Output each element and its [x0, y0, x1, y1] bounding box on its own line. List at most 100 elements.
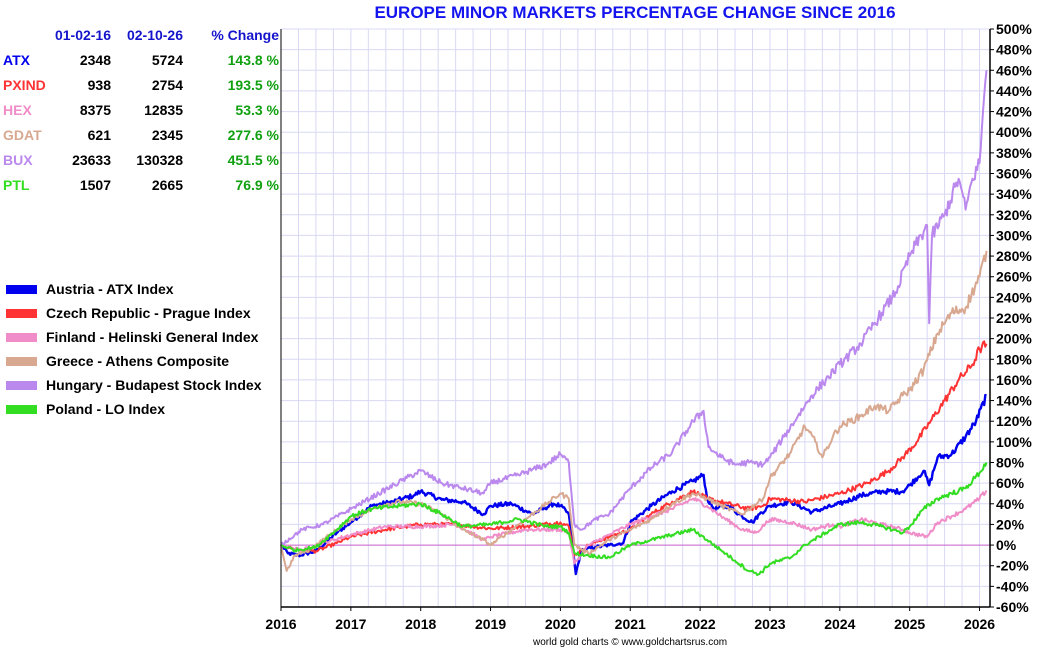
- y-tick-label: 140%: [996, 393, 1032, 409]
- series-line-austria-atx-index: [280, 393, 987, 576]
- stats-row-pxind: PXIND 938 2754 193.5 %: [3, 72, 279, 97]
- stats-change-pxind: 193.5 %: [227, 76, 279, 93]
- stats-symbol-hex: HEX: [3, 101, 32, 118]
- y-tick-label: 160%: [996, 372, 1032, 388]
- legend-label: Greece - Athens Composite: [46, 353, 230, 369]
- stats-header-change: % Change: [211, 26, 279, 43]
- y-tick-label: 120%: [996, 413, 1032, 429]
- legend-swatch: [6, 308, 37, 318]
- chart-credit: world gold charts © www.goldchartsrus.co…: [533, 637, 728, 648]
- legend-label: Finland - Helinski General Index: [46, 329, 259, 345]
- y-tick-label: 280%: [996, 248, 1032, 264]
- stats-start-atx: 2348: [79, 51, 111, 68]
- stats-row-atx: ATX 2348 5724 143.8 %: [3, 47, 279, 72]
- stats-end-hex: 12835: [144, 101, 183, 118]
- series-layer: [280, 70, 988, 577]
- legend-item-finland-helinski-general-index: Finland - Helinski General Index: [6, 325, 261, 349]
- y-tick-label: 200%: [996, 331, 1032, 347]
- stats-change-hex: 53.3 %: [235, 101, 279, 118]
- y-tick-label: -60%: [996, 599, 1029, 615]
- series-line-finland-helinski-general-index: [280, 489, 988, 565]
- legend-label: Czech Republic - Prague Index: [46, 305, 251, 321]
- legend-swatch: [6, 356, 37, 366]
- y-tick-label: 340%: [996, 186, 1032, 202]
- y-tick-label: 40%: [996, 496, 1025, 512]
- y-tick-label: 300%: [996, 227, 1032, 243]
- x-tick-label: 2016: [265, 616, 296, 632]
- stats-change-ptl: 76.9 %: [235, 176, 279, 193]
- stats-row-bux: BUX 23633 130328 451.5 %: [3, 147, 279, 172]
- y-tick-label: 500%: [996, 21, 1032, 37]
- legend-label: Hungary - Budapest Stock Index: [46, 377, 262, 393]
- x-tick-labels: 2016 2017 2018 2019 2020 2021 2022 2023 2024 2025…: [265, 607, 995, 632]
- stats-end-pxind: 2754: [151, 76, 183, 93]
- stats-symbol-pxind: PXIND: [3, 76, 46, 93]
- stats-header-row: 01-02-16 02-10-26 % Change: [3, 22, 279, 47]
- y-tick-label: 240%: [996, 289, 1032, 305]
- y-tick-label: 480%: [996, 42, 1032, 58]
- stats-start-gdat: 621: [87, 126, 111, 143]
- stats-change-gdat: 277.6 %: [227, 126, 279, 143]
- y-tick-label: 180%: [996, 351, 1032, 367]
- stats-symbol-bux: BUX: [3, 151, 33, 168]
- y-tick-label: 60%: [996, 475, 1025, 491]
- series-line-poland-lo-index: [280, 462, 988, 577]
- legend-swatch: [6, 332, 37, 342]
- y-tick-labels: 500% 480% 460% 440% 420% 400% 380% 360% 340% 320%…: [990, 21, 1032, 615]
- legend-item-czech-republic-prague-index: Czech Republic - Prague Index: [6, 301, 261, 325]
- stats-body: ATX 2348 5724 143.8 % PXIND 938 2754 193.5 % HEX…: [3, 47, 279, 197]
- y-tick-label: 420%: [996, 104, 1032, 120]
- stats-table: 01-02-16 02-10-26 % Change ATX 2348 5724 14…: [3, 22, 279, 197]
- stats-start-bux: 23633: [72, 151, 111, 168]
- stats-header-end-date: 02-10-26: [126, 26, 183, 43]
- y-tick-label: 0%: [996, 537, 1017, 553]
- y-tick-label: -40%: [996, 578, 1029, 594]
- series-line-hungary-budapest-stock-index: [280, 70, 988, 546]
- y-tick-label: 80%: [996, 455, 1025, 471]
- y-tick-label: 360%: [996, 166, 1032, 182]
- x-tick-label: 2026: [964, 616, 995, 632]
- legend-item-greece-athens-composite: Greece - Athens Composite: [6, 349, 261, 373]
- x-tick-label: 2022: [685, 616, 716, 632]
- y-tick-label: -20%: [996, 558, 1029, 574]
- legend-label: Austria - ATX Index: [46, 281, 174, 297]
- stats-symbol-gdat: GDAT: [3, 126, 42, 143]
- legend-swatch: [6, 380, 37, 390]
- y-tick-label: 400%: [996, 124, 1032, 140]
- x-tick-label: 2020: [545, 616, 576, 632]
- legend-item-hungary-budapest-stock-index: Hungary - Budapest Stock Index: [6, 373, 261, 397]
- stats-end-bux: 130328: [136, 151, 183, 168]
- y-tick-label: 20%: [996, 516, 1025, 532]
- legend: Austria - ATX Index Czech Republic - Prag…: [6, 277, 261, 421]
- y-tick-label: 220%: [996, 310, 1032, 326]
- legend-swatch: [6, 404, 37, 414]
- stats-start-hex: 8375: [79, 101, 111, 118]
- stats-change-bux: 451.5 %: [227, 151, 279, 168]
- stats-header-start-date: 01-02-16: [54, 26, 111, 43]
- stats-symbol-atx: ATX: [3, 51, 30, 68]
- legend-label: Poland - LO Index: [46, 401, 166, 417]
- x-tick-label: 2021: [615, 616, 646, 632]
- stats-end-gdat: 2345: [151, 126, 183, 143]
- x-tick-label: 2023: [754, 616, 785, 632]
- stats-symbol-ptl: PTL: [3, 176, 30, 193]
- stats-row-gdat: GDAT 621 2345 277.6 %: [3, 122, 279, 147]
- x-tick-label: 2019: [475, 616, 506, 632]
- chart-title: EUROPE MINOR MARKETS PERCENTAGE CHANGE S…: [374, 3, 896, 22]
- stats-change-atx: 143.8 %: [227, 51, 279, 68]
- y-tick-label: 440%: [996, 83, 1032, 99]
- y-tick-label: 260%: [996, 269, 1032, 285]
- series-line-greece-athens-composite: [280, 250, 988, 572]
- y-tick-label: 460%: [996, 62, 1032, 78]
- stats-row-hex: HEX 8375 12835 53.3 %: [3, 97, 279, 122]
- legend-swatch: [6, 284, 37, 294]
- stats-start-ptl: 1507: [79, 176, 111, 193]
- y-tick-label: 320%: [996, 207, 1032, 223]
- x-tick-label: 2017: [335, 616, 366, 632]
- stats-end-ptl: 2665: [151, 176, 183, 193]
- x-tick-label: 2018: [405, 616, 436, 632]
- y-tick-label: 380%: [996, 145, 1032, 161]
- legend-item-austria-atx-index: Austria - ATX Index: [6, 277, 261, 301]
- legend-item-poland-lo-index: Poland - LO Index: [6, 397, 261, 421]
